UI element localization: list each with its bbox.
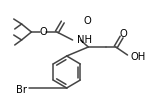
Text: O: O [39,27,47,37]
Text: NH: NH [76,35,91,45]
Text: O: O [120,29,127,39]
Text: OH: OH [131,52,146,62]
Text: O: O [83,16,91,26]
Text: Br: Br [16,85,27,95]
